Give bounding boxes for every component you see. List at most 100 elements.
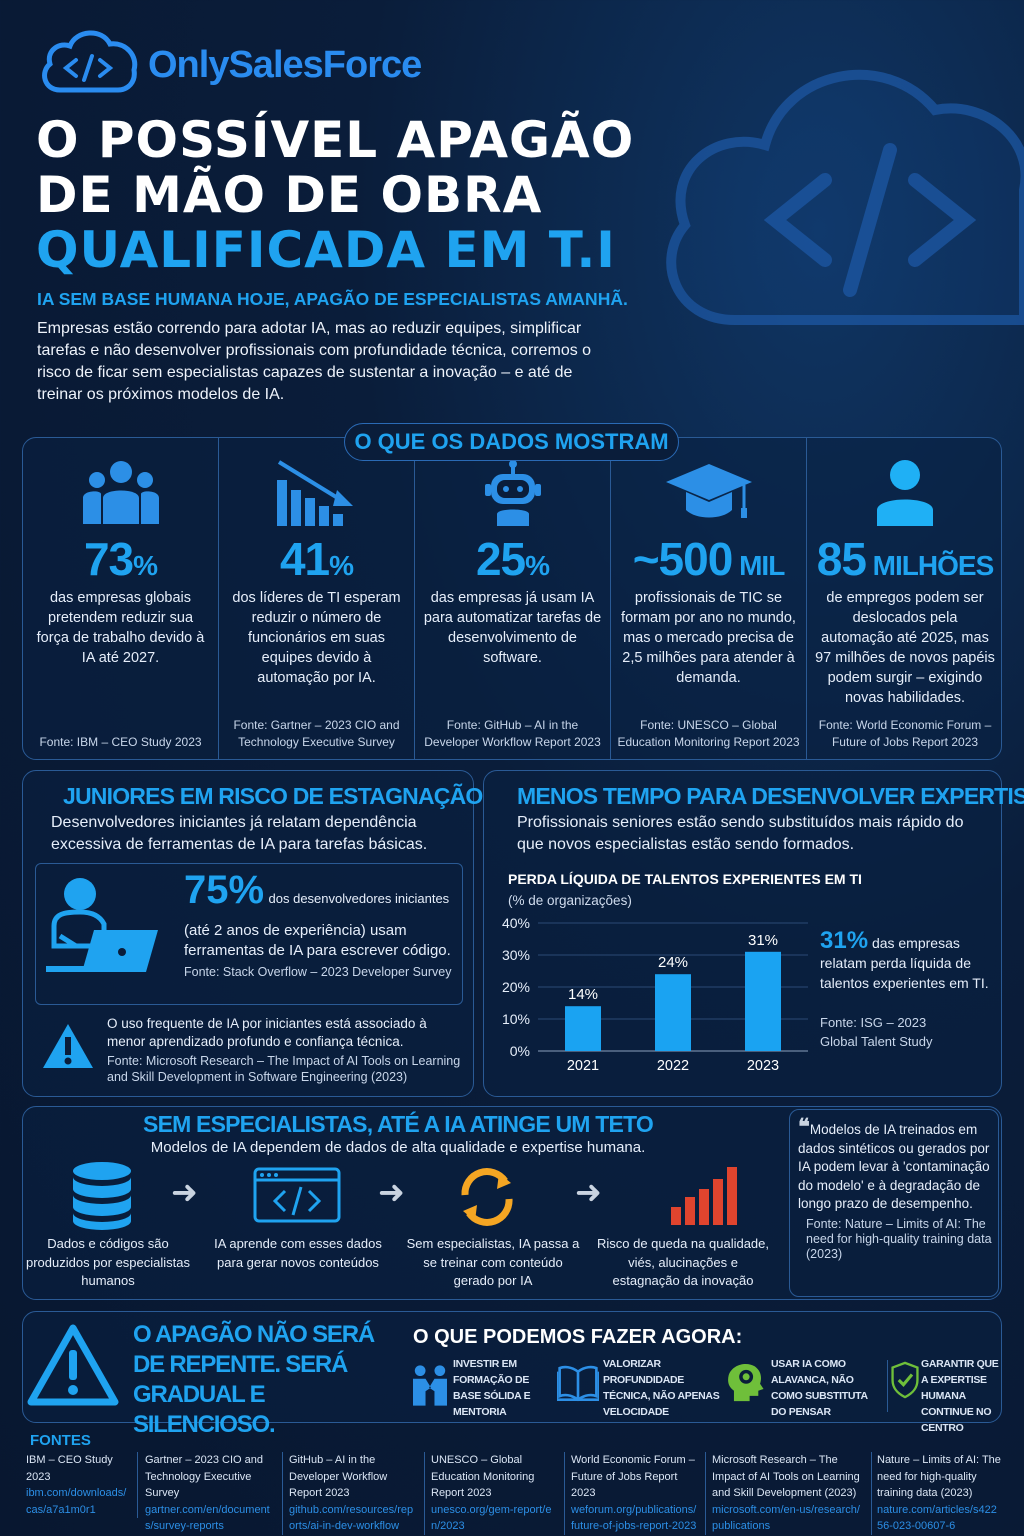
action-item-3: USAR IA COMO ALAVANCA, NÃO COMO SUBSTITU… [771,1358,868,1418]
recycle-arrows-icon [461,1168,513,1226]
juniors-stat-text-2: (até 2 anos de experiência) usam ferrame… [184,922,451,959]
arrow-right-icon: ➜ [378,1174,405,1210]
expertise-section: MENOS TEMPO PARA DESENVOLVER EXPERTISE P… [483,770,1024,1097]
page-title-line-2: DE MÃO DE OBRA [36,166,543,224]
source-link[interactable]: nature.com/articles/s42256-023-00607-6 [877,1503,997,1533]
stat-source: Fonte: IBM – CEO Study 2023 [39,735,202,749]
source-item: IBM – CEO Study 2023 ibm.com/downloads/ca… [26,1452,138,1518]
pipeline-step-text: Sem especialistas, IA passa a se treinar… [406,1236,580,1288]
x-tick-label: 2023 [747,1058,779,1071]
robot-icon [483,460,543,531]
stat-description: profissionais de TIC se formam por ano n… [621,590,796,686]
source-name: UNESCO – Global Education Monitoring Rep… [431,1454,535,1499]
stat-value: 73% [83,533,158,585]
page-title-line-1: O POSSÍVEL APAGÃO [36,111,635,169]
shield-check-icon [891,1361,919,1399]
people-group-icon [82,460,159,531]
expertise-highlight-value: 31% [820,927,869,954]
talent-loss-bar-chart: 0% 10% 20% 30% 40% 14% 2021 24% 2022 31% 2023 [502,915,808,1071]
warning-triangle-icon [27,1324,119,1406]
brain-head-icon [728,1363,764,1402]
graduation-cap-icon [665,460,752,531]
person-icon [875,460,935,531]
juniors-stat-source: Fonte: Stack Overflow – 2023 Developer S… [184,965,452,979]
quote-text: Modelos de IA treinados em dados sintéti… [798,1122,990,1211]
data-section-label: O QUE OS DADOS MOSTRAM [344,423,679,461]
source-link[interactable]: weforum.org/publications/future-of-jobs-… [571,1503,697,1533]
developer-laptop-icon [46,878,158,972]
closing-warning: O APAGÃO NÃO SERÁ DE REPENTE. SERÁ GRADU… [133,1321,375,1438]
y-tick-label: 10% [502,1011,530,1027]
action-item-1: INVESTIR EM FORMAÇÃO DE BASE SÓLIDA E ME… [453,1358,531,1418]
cloud-code-watermark-icon [666,69,1024,325]
stat-description: dos líderes de TI esperam reduzir o núme… [232,590,401,686]
juniors-stat-card: 75% dos desenvolvedores iniciantes (até … [35,863,463,1005]
warning-triangle-icon [43,1024,93,1068]
source-link[interactable]: gartner.com/en/documents/survey-reports [145,1503,270,1533]
arrow-right-icon: ➜ [575,1174,602,1210]
source-name: GitHub – AI in the Developer Workflow Re… [289,1454,388,1499]
expertise-highlight-text: das empresas relatam perda líquida de ta… [820,935,989,991]
stat-source: Fonte: GitHub – AI in the Developer Work… [424,718,601,749]
logo-cloud-code-icon [42,30,138,93]
source-link[interactable]: ibm.com/downloads/cas/a7a1m0r1 [26,1487,127,1516]
stat-column: 73% das empresas globais pretendem reduz… [23,438,219,759]
source-name: Microsoft Research – The Impact of AI To… [712,1454,860,1499]
quote-mark-icon: ❝ [798,1114,810,1139]
stat-value: ~500 MIL [632,533,786,585]
bar-data-label: 31% [748,932,778,949]
stat-value: 25% [475,533,550,585]
mentoring-people-icon [413,1365,447,1406]
quote-source: Fonte: Nature – Limits of AI: The need f… [806,1216,992,1261]
stat-column: 41% dos líderes de TI esperam reduzir o … [219,438,415,759]
code-window-icon [253,1167,341,1223]
source-link[interactable]: microsoft.com/en-us/research/publication… [712,1503,860,1533]
closing-section: O APAGÃO NÃO SERÁ DE REPENTE. SERÁ GRADU… [22,1311,1002,1438]
bar-2023 [745,951,781,1051]
declining-bar-chart-icon [276,460,357,531]
stat-description: das empresas globais pretendem reduzir s… [36,590,205,666]
quote-card: ❝Modelos de IA treinados em dados sintét… [789,1109,999,1297]
bar-2021 [565,1006,601,1051]
open-book-icon [557,1365,599,1402]
juniors-intro: Desenvolvedores iniciantes já relatam de… [51,814,428,853]
y-tick-label: 0% [510,1043,530,1059]
bar-data-label: 24% [658,954,688,971]
x-tick-label: 2022 [657,1058,689,1071]
stat-column: 25% das empresas já usam IA para automat… [415,438,611,759]
source-name: IBM – CEO Study 2023 [26,1454,113,1483]
stat-source: Fonte: UNESCO – Global Education Monitor… [617,718,800,749]
brand-name: OnlySalesForce [148,44,422,86]
expertise-intro: Profissionais seniores estão sendo subst… [517,814,964,853]
action-item-4: GARANTIR QUE A EXPERTISE HUMANA CONTINUE… [921,1358,999,1434]
pipeline-intro: Modelos de IA dependem de dados de alta … [150,1139,646,1156]
source-item: Nature – Limits of AI: The need for high… [877,1452,1007,1535]
subtitle: IA SEM BASE HUMANA HOJE, APAGÃO DE ESPEC… [37,289,628,309]
stat-description: das empresas já usam IA para automatizar… [423,590,602,666]
source-item: Microsoft Research – The Impact of AI To… [712,1452,872,1535]
bar-data-label: 14% [568,986,598,1003]
bar-2022 [655,974,691,1051]
stat-description: de empregos podem ser deslocados pela au… [815,590,995,706]
source-link[interactable]: github.com/resources/reports/ai-in-dev-w… [289,1503,414,1533]
sources-title: FONTES [30,1432,91,1449]
source-link[interactable]: unesco.org/gem-report/en/2023 [431,1503,552,1533]
stat-source: Fonte: World Economic Forum – Future of … [818,718,992,749]
stat-column: 85 MILHÕES de empregos podem ser desloca… [807,438,1003,759]
y-tick-label: 20% [502,979,530,995]
page-title-line-3: QUALIFICADA EM T.I [36,221,616,279]
action-item-2: VALORIZAR PROFUNDIDADE TÉCNICA, NÃO APEN… [603,1358,720,1418]
x-tick-label: 2021 [567,1058,599,1071]
stat-source: Fonte: Gartner – 2023 CIO and Technology… [233,718,400,749]
pipeline-title: SEM ESPECIALISTAS, ATÉ A IA ATINGE UM TE… [143,1111,654,1137]
database-icon [73,1162,131,1230]
chart-title: PERDA LÍQUIDA DE TALENTOS EXPERIENTES EM… [508,871,862,887]
expertise-source: Fonte: ISG – 2023 Global Talent Study [820,1015,933,1049]
source-item: World Economic Forum – Future of Jobs Re… [571,1452,706,1535]
stat-value: 41% [279,533,354,585]
pipeline-step-text: Dados e códigos são produzidos por espec… [25,1236,191,1288]
pipeline-step-text: IA aprende com esses dados para gerar no… [214,1236,382,1270]
source-item: Gartner – 2023 CIO and Technology Execut… [145,1452,283,1535]
intro-paragraph: Empresas estão correndo para adotar IA, … [37,320,592,403]
data-section: 73% das empresas globais pretendem reduz… [22,437,1002,760]
